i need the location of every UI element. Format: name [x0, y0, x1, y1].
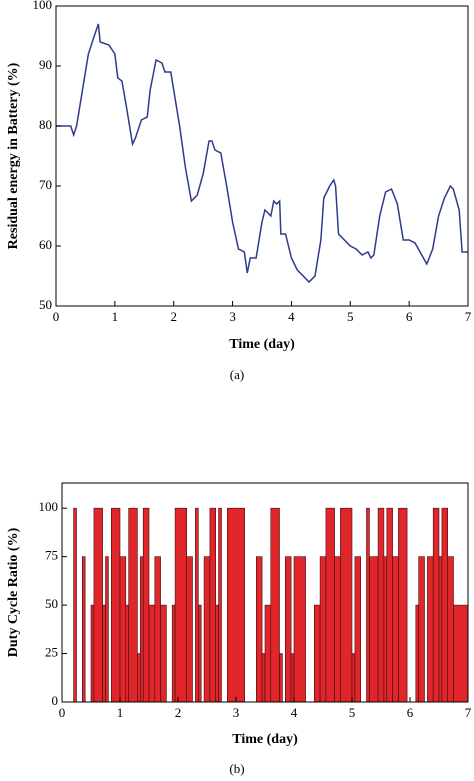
plot-frame	[61, 482, 469, 703]
bar	[154, 556, 161, 703]
x-tick-label: 5	[349, 705, 356, 720]
bar	[354, 556, 361, 703]
x-tick-label: 1	[112, 309, 119, 324]
bar	[261, 653, 266, 703]
bar	[73, 507, 77, 703]
y-tick-label: 100	[39, 499, 59, 514]
bar	[142, 507, 150, 703]
y-tick-label: 75	[45, 548, 58, 563]
x-tick-label: 0	[59, 705, 66, 720]
bar	[137, 653, 141, 703]
bar	[334, 556, 341, 703]
bar	[398, 507, 408, 703]
bar	[195, 507, 199, 703]
y-tick-label: 90	[39, 57, 52, 72]
bar	[290, 653, 295, 703]
bar	[125, 604, 130, 703]
bar	[319, 556, 327, 703]
bar	[366, 507, 370, 703]
bar	[340, 507, 353, 703]
bar	[174, 507, 188, 703]
y-tick-label: 80	[39, 117, 52, 132]
y-axis-label: Duty Cycle Ratio (%)	[6, 527, 21, 657]
bar	[386, 507, 393, 703]
bar	[369, 556, 379, 703]
bar	[203, 556, 211, 703]
bar	[128, 507, 138, 703]
bar	[215, 604, 219, 703]
bar	[279, 653, 283, 703]
bar	[313, 604, 321, 703]
x-tick-label: 4	[291, 705, 298, 720]
y-tick-label: 60	[39, 237, 52, 252]
bar	[218, 507, 222, 703]
y-tick-label: 0	[52, 693, 59, 708]
bar	[441, 507, 448, 703]
bar	[160, 604, 167, 703]
bar	[264, 604, 272, 703]
bar	[351, 653, 356, 703]
bar	[438, 556, 443, 703]
x-tick-label: 6	[407, 705, 414, 720]
x-axis-label: Time (day)	[229, 337, 295, 352]
bar	[325, 507, 335, 703]
x-axis-label: Time (day)	[232, 732, 298, 747]
bar	[447, 556, 454, 703]
bar	[453, 604, 469, 703]
bar	[270, 507, 280, 703]
bar	[82, 556, 86, 703]
bar	[432, 507, 440, 703]
bar	[415, 604, 419, 703]
y-tick-label: 50	[39, 297, 52, 312]
x-tick-label: 4	[288, 309, 295, 324]
bar	[119, 556, 127, 703]
bar	[209, 507, 216, 703]
line	[56, 23, 468, 284]
bar	[90, 604, 95, 703]
x-tick-label: 1	[117, 705, 124, 720]
bar	[102, 604, 106, 703]
x-tick-label: 2	[175, 705, 182, 720]
x-tick-label: 3	[233, 705, 240, 720]
x-tick-label: 3	[229, 309, 236, 324]
bar	[171, 604, 176, 703]
bar	[198, 604, 202, 703]
bar	[105, 556, 109, 703]
bar	[227, 507, 246, 703]
x-tick-label: 0	[53, 309, 60, 324]
x-tick-label: 5	[347, 309, 354, 324]
bar	[140, 556, 144, 703]
y-tick-label: 25	[45, 645, 58, 660]
bar	[377, 507, 385, 703]
caption: (b)	[229, 761, 244, 776]
x-tick-label: 6	[406, 309, 413, 324]
bar	[93, 507, 103, 703]
bar	[418, 556, 425, 703]
y-tick-label: 50	[45, 596, 58, 611]
bar	[392, 556, 399, 703]
bar	[284, 556, 292, 703]
bar	[148, 604, 156, 703]
plot-frame	[55, 5, 469, 307]
x-tick-label: 7	[465, 309, 472, 324]
y-tick-label: 70	[39, 177, 52, 192]
y-axis-label: Residual energy in Battery (%)	[6, 62, 21, 249]
caption: (a)	[230, 367, 244, 382]
bar	[255, 556, 263, 703]
bar	[427, 556, 434, 703]
bar	[111, 507, 121, 703]
bar	[383, 556, 388, 703]
x-tick-label: 7	[465, 705, 472, 720]
bar	[186, 556, 193, 703]
x-tick-label: 2	[170, 309, 177, 324]
y-tick-label: 100	[33, 0, 53, 12]
bar	[293, 556, 306, 703]
